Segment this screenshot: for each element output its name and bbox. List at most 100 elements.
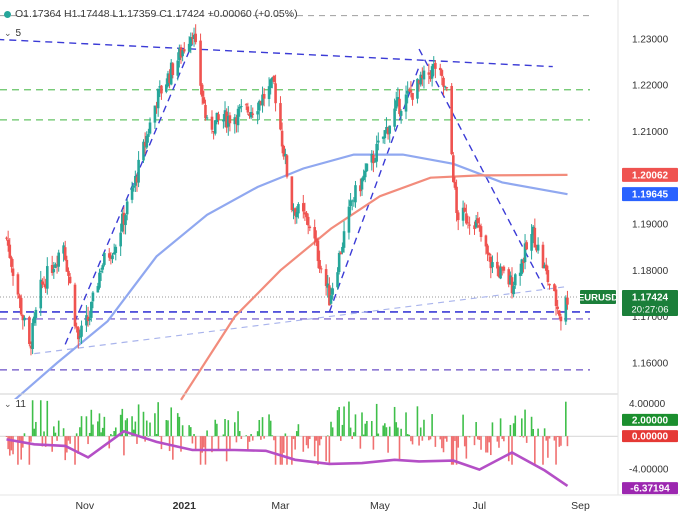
osc-histogram-bar: [354, 414, 357, 437]
candle-body: [491, 262, 494, 268]
osc-histogram-bar: [320, 436, 323, 440]
osc-histogram-bar: [560, 436, 562, 446]
candle-body: [204, 104, 207, 119]
candle-body: [226, 115, 230, 127]
osc-histogram-bar: [103, 416, 106, 437]
candle-body: [453, 181, 457, 188]
osc-histogram-bar: [53, 426, 55, 437]
candle-body: [474, 219, 478, 228]
indicator-label-bottom[interactable]: ⌄ 11: [4, 399, 26, 410]
candle-body: [553, 284, 556, 292]
chevron-down-icon[interactable]: ⌄: [4, 399, 12, 409]
osc-histogram-bar: [250, 434, 252, 437]
osc-histogram-bar: [315, 436, 318, 441]
candle-body: [274, 83, 277, 104]
price-tag: [622, 187, 678, 202]
candle-body: [393, 108, 396, 127]
osc-histogram-bar: [245, 435, 248, 437]
candle-body: [135, 177, 139, 183]
osc-histogram-bar: [258, 419, 261, 437]
candle-body: [396, 97, 400, 101]
candle-body: [28, 317, 31, 344]
osc-histogram-bar: [370, 421, 373, 437]
osc-histogram-bar: [271, 435, 274, 437]
osc-histogram-bar: [295, 431, 298, 437]
candle-body: [171, 63, 175, 76]
candle-body: [523, 243, 527, 263]
osc-histogram-bar: [67, 436, 70, 441]
osc-histogram-bar: [405, 412, 407, 437]
osc-histogram-bar: [281, 436, 283, 465]
candle-body: [339, 252, 343, 255]
osc-histogram-bar: [522, 436, 525, 438]
candle-body: [189, 37, 193, 46]
candle-body: [86, 316, 90, 322]
candle-body: [445, 87, 449, 89]
candle-body: [165, 84, 168, 92]
candle-body: [134, 175, 137, 186]
candle-body: [416, 78, 419, 99]
candle-body: [262, 93, 266, 99]
chevron-down-icon[interactable]: ⌄: [4, 28, 12, 38]
osc-histogram-bar: [519, 436, 521, 438]
osc-histogram-bar: [336, 410, 339, 437]
osc-histogram-bar: [31, 400, 34, 437]
candle-body: [91, 292, 95, 302]
osc-histogram-bar: [411, 436, 414, 445]
indicator-top-period: 5: [15, 28, 22, 39]
osc-histogram-bar: [442, 436, 445, 453]
indicator-label-top[interactable]: ⌄ 5: [4, 28, 22, 39]
osc-histogram-bar: [361, 412, 363, 437]
osc-histogram-bar: [188, 425, 190, 437]
candle-body: [530, 233, 533, 251]
osc-histogram-bar: [292, 436, 295, 439]
osc-histogram-bar: [279, 436, 282, 465]
candle-body: [259, 101, 263, 105]
candle-body: [55, 264, 59, 266]
candle-body: [476, 218, 480, 224]
osc-histogram-bar: [189, 427, 192, 437]
candle-body: [328, 285, 331, 306]
osc-histogram-bar: [444, 436, 446, 439]
osc-histogram-bar: [69, 436, 71, 444]
candle-body: [293, 208, 297, 216]
candle-body: [225, 111, 228, 128]
osc-histogram-bar: [181, 425, 184, 437]
osc-histogram-bar: [66, 436, 68, 453]
osc-histogram-bar: [193, 434, 195, 437]
candle-body: [398, 98, 401, 115]
osc-histogram-bar: [375, 403, 378, 437]
candle-body: [442, 77, 445, 87]
osc-histogram-bar: [465, 436, 468, 459]
candle-body: [452, 155, 455, 183]
osc-histogram-bar: [330, 421, 332, 437]
candle-body: [187, 43, 191, 52]
osc-histogram-bar: [217, 436, 220, 451]
osc-histogram-bar: [476, 436, 479, 440]
candle-body: [248, 113, 251, 117]
candle-body: [181, 50, 184, 57]
osc-value-tag: [622, 413, 678, 426]
countdown-tag-text: 20:27:06: [632, 304, 669, 315]
candle-body: [18, 295, 21, 299]
candle-body: [282, 146, 286, 157]
osc-histogram-bar: [165, 420, 168, 437]
candle-body: [107, 253, 111, 258]
osc-histogram-bar: [194, 436, 197, 450]
candle-body: [285, 155, 289, 177]
osc-histogram-bar: [126, 418, 128, 437]
trendlines: [0, 38, 568, 355]
osc-histogram-bar: [145, 420, 148, 437]
osc-histogram-bar: [450, 436, 453, 465]
candle-body: [350, 200, 354, 202]
candle-body: [119, 232, 122, 247]
candle-body: [23, 317, 26, 321]
osc-histogram-bar: [137, 404, 140, 437]
candle-body: [233, 117, 237, 125]
osc-histogram-bar: [8, 436, 11, 456]
osc-histogram-bar: [543, 428, 546, 437]
osc-value-tag: [622, 482, 678, 495]
candle-body: [359, 185, 362, 192]
candle-body: [267, 86, 271, 100]
